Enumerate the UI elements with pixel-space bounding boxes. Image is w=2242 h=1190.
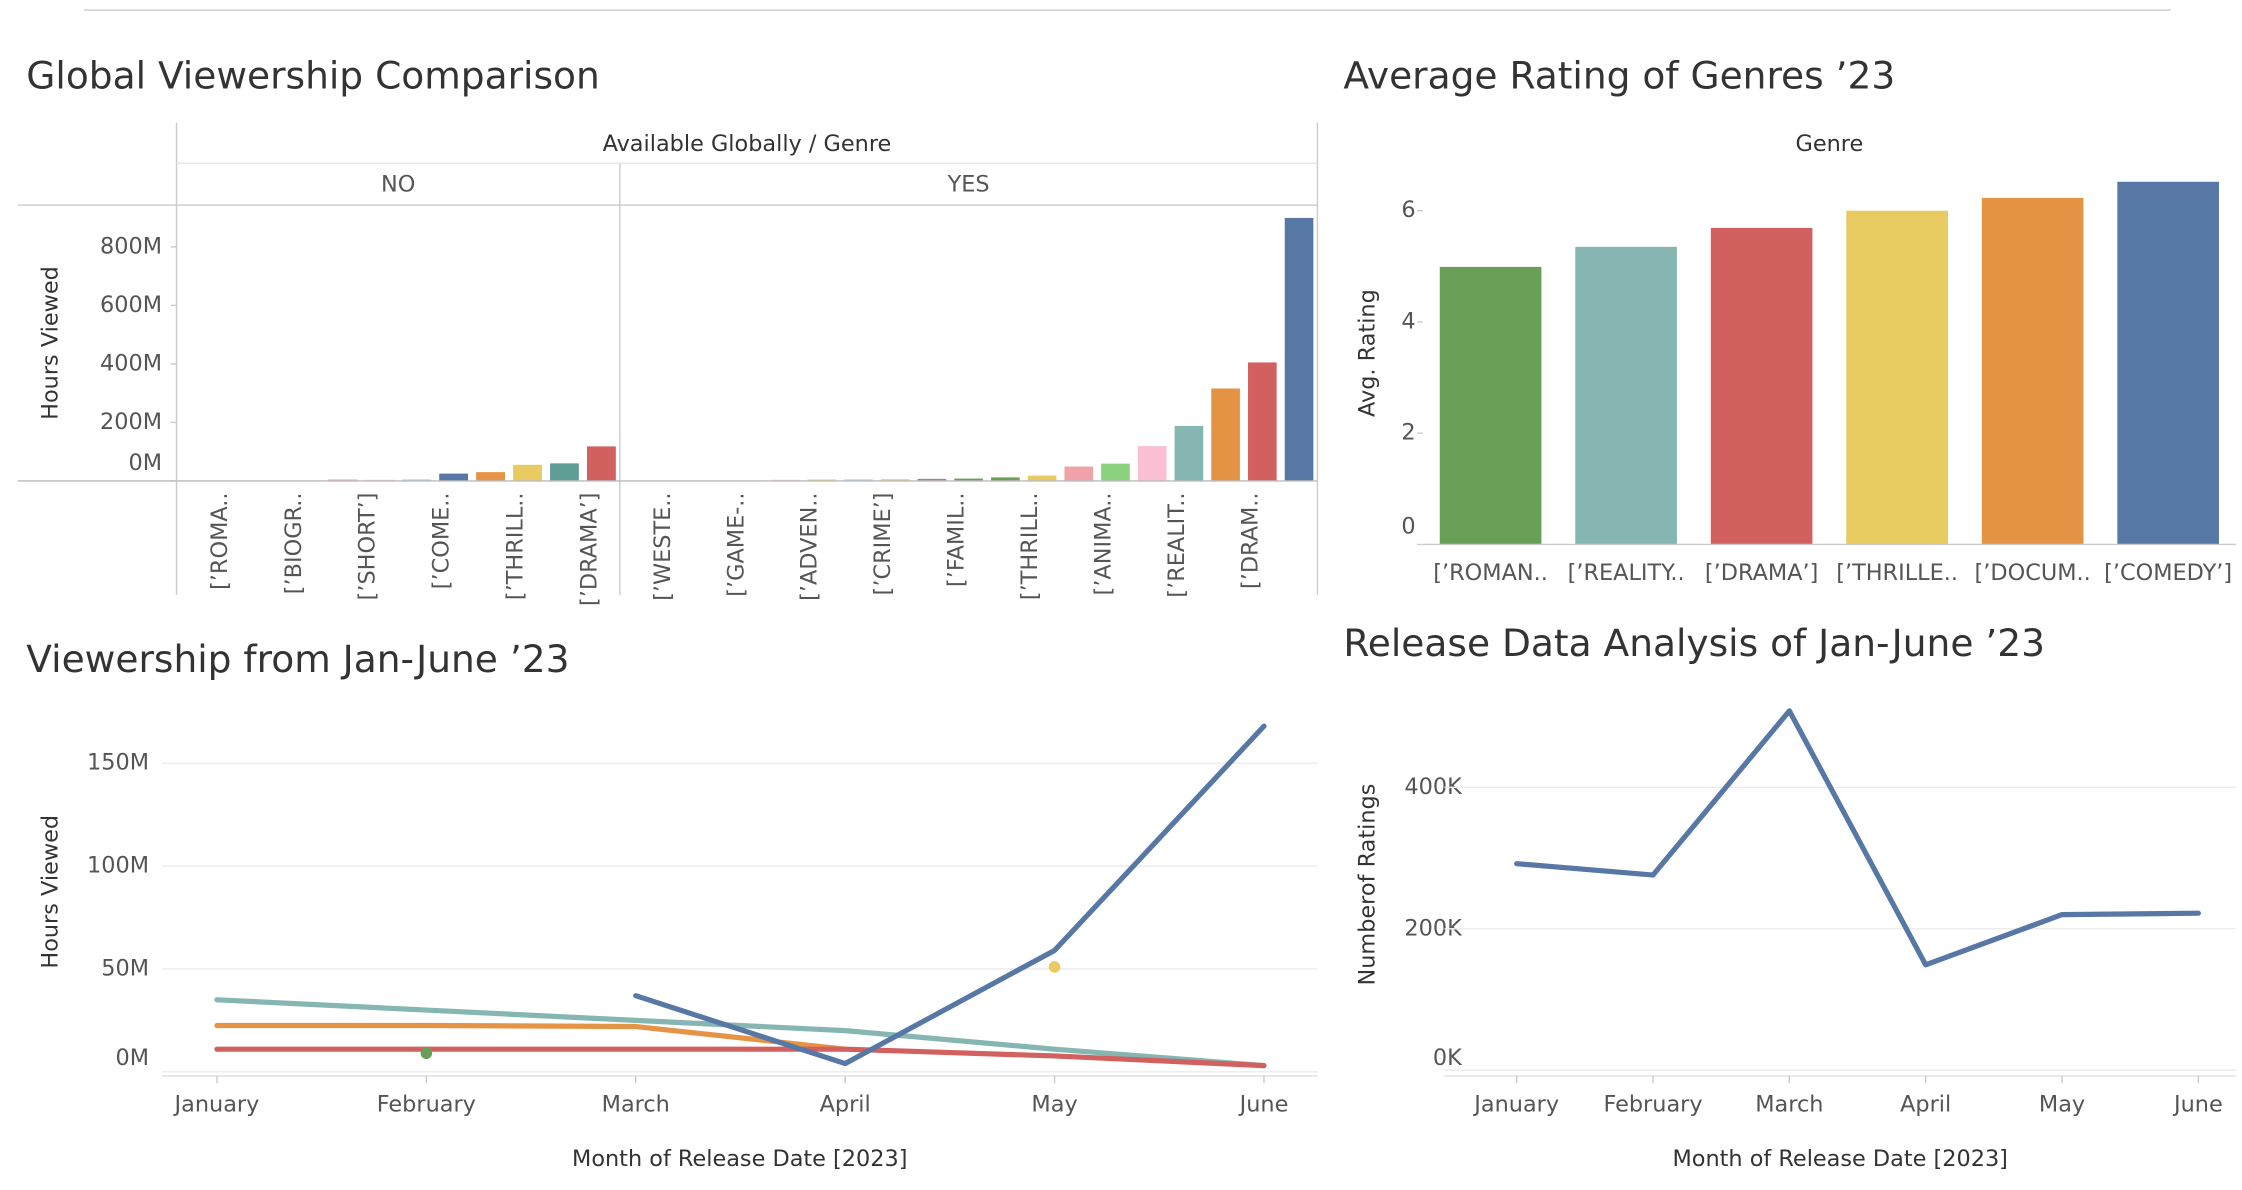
bar	[1174, 425, 1204, 481]
bar	[328, 479, 358, 481]
y-tick-label: 4	[1401, 308, 1415, 334]
x-tick-label: [’REALITY..	[1568, 560, 1685, 586]
line	[214, 997, 1267, 1069]
x-tick-label: [’BIOGR..	[281, 492, 307, 594]
x-axis-title: Month of Release Date [2023]	[1672, 1146, 2007, 1172]
bar	[2117, 181, 2219, 545]
x-tick-label: February	[377, 1091, 476, 1117]
bar	[1064, 466, 1094, 481]
x-tick-label: January	[173, 1091, 260, 1117]
x-tick-label: [’DRAM..	[1237, 492, 1263, 589]
bar	[1981, 197, 2084, 545]
bar	[1211, 388, 1240, 481]
x-tick-label: February	[1603, 1091, 1702, 1117]
bar	[1575, 246, 1677, 545]
x-tick-label: [’CRIME’]	[870, 492, 896, 595]
x-tick-label: [’THRILL..	[1017, 492, 1043, 600]
y-tick-label: 2	[1401, 420, 1415, 446]
x-tick-label: May	[2039, 1091, 2085, 1117]
chart-title: Release Data Analysis of Jan-June ’23	[1343, 621, 2045, 665]
bar	[807, 479, 837, 481]
x-tick-label: May	[1031, 1091, 1077, 1117]
x-tick-label: January	[1472, 1091, 1559, 1117]
x-tick-label: [’COME..	[429, 492, 455, 589]
y-tick-label: 6	[1401, 197, 1415, 223]
chart-title: Average Rating of Genres ’23	[1343, 53, 1895, 97]
y-tick-label: 0	[1401, 514, 1415, 540]
point	[420, 1047, 433, 1060]
x-tick-label: [’THRILLE..	[1836, 560, 1958, 586]
chart-title: Global Viewership Comparison	[26, 53, 599, 97]
bar	[586, 446, 616, 481]
facet-label: NO	[381, 171, 415, 197]
x-axis-title: Month of Release Date [2023]	[572, 1146, 907, 1172]
bar	[1710, 227, 1813, 545]
x-tick-label: [’WESTE..	[650, 492, 676, 600]
bar	[513, 464, 542, 481]
x-tick-label: [’DOCUM..	[1975, 560, 2091, 586]
x-tick-label: [’ROMA..	[207, 492, 233, 589]
x-tick-label: [’THRILL..	[502, 492, 528, 600]
x-axis-title: Genre	[1795, 131, 1863, 157]
y-tick-label: 200M	[100, 409, 162, 435]
chart-title: Viewership from Jan-June ’23	[26, 637, 569, 681]
x-tick-label: [’FAMIL..	[944, 492, 970, 587]
bar	[1846, 210, 1948, 545]
facet-title: Available Globally / Genre	[603, 131, 892, 157]
y-tick-label: 0M	[116, 1045, 150, 1071]
x-tick-label: April	[1900, 1091, 1951, 1117]
bar	[1284, 217, 1314, 481]
x-tick-label: April	[820, 1091, 871, 1117]
line	[1514, 708, 2201, 968]
x-tick-label: June	[2172, 1091, 2223, 1117]
y-axis-title: Hours Viewed	[37, 266, 63, 420]
bar	[476, 472, 505, 481]
bar	[402, 479, 432, 481]
y-axis-title: Hours Viewed	[37, 815, 63, 969]
y-tick-label: 800M	[100, 233, 162, 259]
bar	[550, 463, 579, 481]
bar	[439, 473, 469, 481]
x-tick-label: [’REALIT..	[1164, 492, 1190, 597]
bar	[1027, 475, 1057, 481]
bar	[917, 478, 947, 481]
y-tick-label: 50M	[101, 955, 149, 981]
x-tick-label: [’ROMAN..	[1433, 560, 1548, 586]
x-tick-label: [’DRAMA’]	[1705, 560, 1818, 586]
bar	[1137, 446, 1167, 481]
x-tick-label: June	[1238, 1091, 1289, 1117]
y-tick-label: 100M	[87, 853, 149, 879]
line	[214, 1022, 848, 1052]
x-tick-label: [’ADVEN..	[797, 492, 823, 600]
line	[633, 723, 1267, 1067]
x-tick-label: [’ANIMA..	[1090, 492, 1116, 595]
x-tick-label: [’COMEDY’]	[2104, 560, 2232, 586]
x-tick-label: March	[602, 1091, 670, 1117]
bar	[880, 479, 910, 481]
x-tick-label: [’GAME-..	[723, 492, 749, 596]
y-axis-title: Avg. Rating	[1354, 289, 1380, 417]
bar	[954, 478, 983, 481]
y-axis-title: Numberof Ratings	[1354, 784, 1380, 986]
y-tick-label: 400M	[100, 350, 162, 376]
y-tick-label: 0M	[129, 450, 163, 476]
y-tick-label: 600M	[100, 292, 162, 318]
bar	[1248, 362, 1277, 481]
bar	[1439, 266, 1542, 545]
x-tick-label: March	[1755, 1091, 1823, 1117]
facet-label: YES	[947, 171, 990, 197]
line	[214, 1046, 1267, 1069]
x-tick-label: [’SHORT’]	[355, 492, 381, 600]
y-tick-label: 150M	[87, 750, 149, 776]
y-tick-label: 0K	[1433, 1045, 1463, 1071]
bar	[991, 477, 1020, 481]
point	[1048, 961, 1061, 973]
x-tick-label: [’DRAMA’]	[576, 492, 602, 605]
bar	[844, 479, 873, 481]
bar	[1101, 463, 1130, 481]
